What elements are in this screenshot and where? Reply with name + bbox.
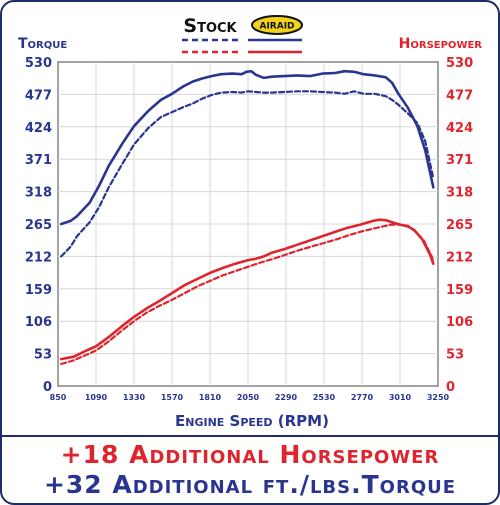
airaid-logo-badge: AIRAID [251, 15, 303, 35]
left-tick-label: 371 [25, 153, 52, 168]
x-tick-label: 1810 [199, 393, 222, 402]
left-tick-label: 106 [25, 315, 52, 330]
right-tick-label: 106 [446, 315, 473, 330]
right-tick-label: 212 [446, 250, 473, 265]
left-tick-label: 159 [25, 283, 52, 298]
right-axis-ticks: 0 53 106 159 212 265 318 371 424 477 530 [446, 56, 473, 395]
dyno-chart: Stock AIRAID Torque Horsepower Engine Sp… [18, 15, 483, 430]
x-tick-label: 1330 [123, 393, 146, 402]
right-tick-label: 424 [446, 121, 473, 136]
right-tick-label: 371 [446, 153, 473, 168]
right-tick-label: 265 [446, 218, 473, 233]
airaid-logo-text: AIRAID [259, 22, 294, 32]
left-tick-label: 530 [25, 56, 52, 71]
x-tick-label: 3250 [427, 393, 450, 402]
right-tick-label: 0 [446, 380, 455, 395]
left-tick-label: 318 [25, 186, 52, 201]
left-axis-ticks: 0 53 106 159 212 265 318 371 424 477 530 [25, 56, 52, 395]
horsepower-gain-text: +18 Additional Horsepower [60, 440, 440, 469]
right-axis-title: Horsepower [399, 36, 483, 52]
series-line-2 [59, 218, 435, 361]
series-line-1 [60, 90, 435, 258]
right-tick-label: 159 [446, 283, 473, 298]
x-tick-label: 2290 [275, 393, 298, 402]
right-tick-label: 53 [446, 348, 464, 363]
gains-banner: +18 Additional Horsepower +32 Additional… [2, 435, 498, 503]
x-tick-label: 1570 [161, 393, 184, 402]
x-axis-ticks: 850 1090 1330 1570 1810 2050 2290 2530 2770 3010 3… [50, 393, 450, 402]
x-tick-label: 2770 [351, 393, 374, 402]
x-tick-label: 2530 [313, 393, 336, 402]
series-line-3 [60, 223, 435, 366]
right-tick-label: 318 [446, 186, 473, 201]
legend-stock-label: Stock [183, 15, 237, 37]
left-tick-label: 265 [25, 218, 52, 233]
right-tick-label: 477 [446, 88, 473, 103]
left-axis-title: Torque [18, 36, 67, 52]
left-tick-label: 424 [25, 121, 52, 136]
x-tick-label: 1090 [85, 393, 108, 402]
x-axis-title: Engine Speed (RPM) [175, 412, 329, 430]
left-tick-label: 53 [34, 348, 52, 363]
x-tick-label: 2050 [237, 393, 260, 402]
right-tick-label: 530 [446, 56, 473, 71]
series-line-0 [59, 69, 435, 226]
left-tick-label: 0 [43, 380, 52, 395]
x-tick-label: 3010 [389, 393, 412, 402]
series-layer [59, 69, 435, 366]
left-tick-label: 477 [25, 88, 52, 103]
legend: Stock AIRAID [182, 15, 303, 54]
x-tick-label: 850 [50, 393, 67, 402]
left-tick-label: 212 [25, 250, 52, 265]
torque-gain-text: +32 Additional ft./lbs.Torque [43, 470, 457, 499]
gridlines [58, 62, 438, 386]
